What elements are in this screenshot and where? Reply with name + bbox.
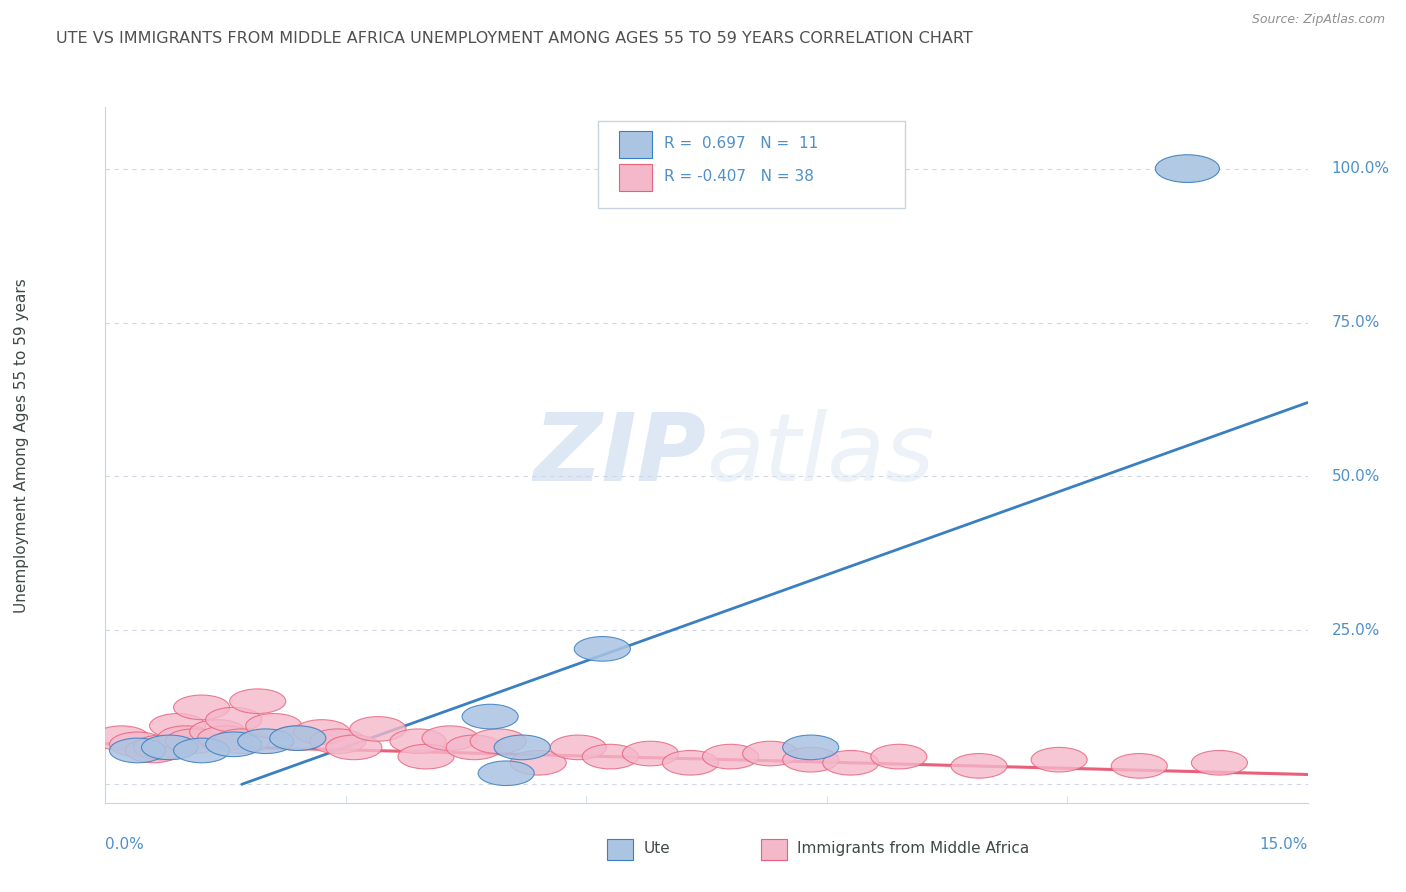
Text: 50.0%: 50.0% — [1331, 469, 1381, 484]
Ellipse shape — [142, 735, 198, 760]
FancyBboxPatch shape — [599, 121, 905, 208]
Ellipse shape — [1191, 750, 1247, 775]
Ellipse shape — [703, 744, 759, 769]
Text: 25.0%: 25.0% — [1331, 623, 1381, 638]
Ellipse shape — [149, 714, 205, 739]
Text: Ute: Ute — [644, 841, 671, 856]
Ellipse shape — [173, 695, 229, 720]
Ellipse shape — [742, 741, 799, 766]
Text: atlas: atlas — [707, 409, 935, 500]
Ellipse shape — [134, 735, 190, 760]
Ellipse shape — [950, 754, 1007, 778]
Text: ZIP: ZIP — [534, 409, 707, 501]
Ellipse shape — [446, 735, 502, 760]
Ellipse shape — [662, 750, 718, 775]
Ellipse shape — [214, 729, 270, 754]
Ellipse shape — [478, 761, 534, 786]
Ellipse shape — [870, 744, 927, 769]
Text: R =  0.697   N =  11: R = 0.697 N = 11 — [665, 136, 818, 152]
Ellipse shape — [389, 729, 446, 754]
Ellipse shape — [294, 720, 350, 744]
Ellipse shape — [463, 705, 519, 729]
Text: R = -0.407   N = 38: R = -0.407 N = 38 — [665, 169, 814, 184]
Ellipse shape — [93, 726, 149, 750]
Ellipse shape — [574, 637, 630, 661]
Ellipse shape — [238, 729, 294, 754]
Ellipse shape — [205, 707, 262, 732]
FancyBboxPatch shape — [619, 164, 652, 191]
Text: 0.0%: 0.0% — [105, 837, 145, 852]
FancyBboxPatch shape — [761, 839, 787, 860]
Ellipse shape — [173, 739, 229, 763]
Ellipse shape — [229, 689, 285, 714]
Ellipse shape — [270, 726, 326, 750]
Ellipse shape — [350, 716, 406, 741]
Text: Unemployment Among Ages 55 to 59 years: Unemployment Among Ages 55 to 59 years — [14, 278, 28, 614]
FancyBboxPatch shape — [607, 839, 633, 860]
Ellipse shape — [125, 739, 181, 763]
Ellipse shape — [550, 735, 606, 760]
Ellipse shape — [1031, 747, 1087, 772]
Text: 75.0%: 75.0% — [1331, 315, 1381, 330]
Ellipse shape — [783, 735, 839, 760]
Ellipse shape — [270, 726, 326, 750]
Ellipse shape — [205, 732, 262, 756]
Ellipse shape — [470, 729, 526, 754]
Ellipse shape — [823, 750, 879, 775]
Ellipse shape — [198, 726, 253, 750]
Ellipse shape — [157, 726, 214, 750]
Ellipse shape — [1156, 154, 1219, 183]
Text: 15.0%: 15.0% — [1260, 837, 1308, 852]
Ellipse shape — [309, 729, 366, 754]
Ellipse shape — [494, 735, 550, 760]
Ellipse shape — [326, 735, 382, 760]
Ellipse shape — [166, 729, 222, 754]
Ellipse shape — [398, 744, 454, 769]
Ellipse shape — [510, 750, 567, 775]
Text: Source: ZipAtlas.com: Source: ZipAtlas.com — [1251, 13, 1385, 27]
Ellipse shape — [110, 732, 166, 756]
Ellipse shape — [110, 739, 166, 763]
Ellipse shape — [783, 747, 839, 772]
Ellipse shape — [623, 741, 679, 766]
Text: UTE VS IMMIGRANTS FROM MIDDLE AFRICA UNEMPLOYMENT AMONG AGES 55 TO 59 YEARS CORR: UTE VS IMMIGRANTS FROM MIDDLE AFRICA UNE… — [56, 31, 973, 46]
Text: 100.0%: 100.0% — [1331, 161, 1389, 176]
Ellipse shape — [1111, 754, 1167, 778]
Ellipse shape — [422, 726, 478, 750]
Ellipse shape — [246, 714, 302, 739]
Text: Immigrants from Middle Africa: Immigrants from Middle Africa — [797, 841, 1029, 856]
FancyBboxPatch shape — [619, 131, 652, 158]
Ellipse shape — [582, 744, 638, 769]
Ellipse shape — [190, 720, 246, 744]
